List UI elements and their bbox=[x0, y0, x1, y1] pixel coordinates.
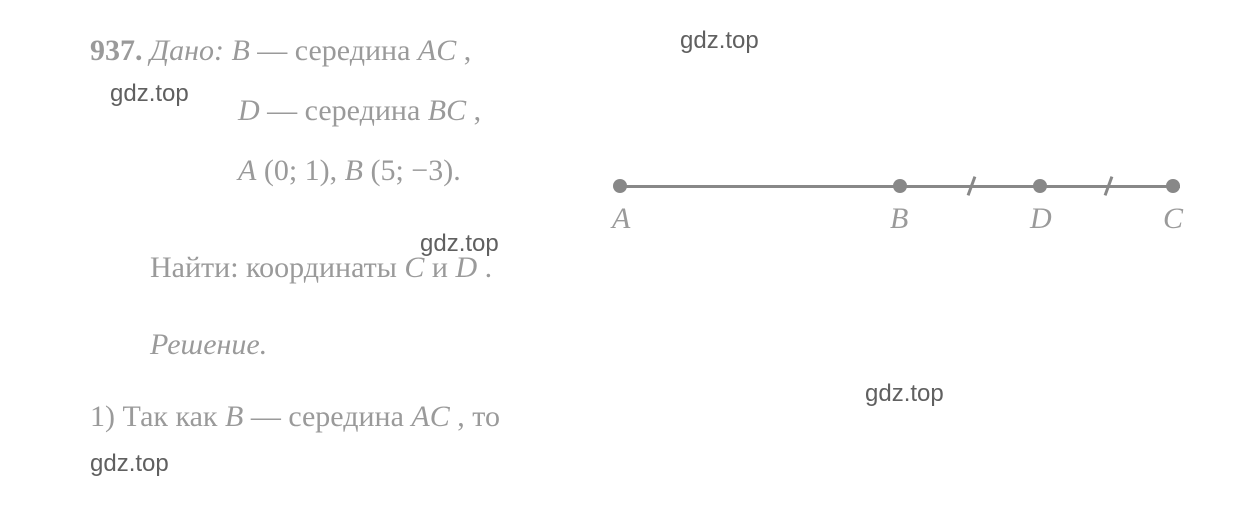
label-A: A bbox=[612, 202, 630, 236]
text: — середина bbox=[257, 34, 418, 67]
solution-label: Решение. bbox=[150, 324, 1180, 366]
text: — середина bbox=[251, 400, 412, 433]
var-B3: B bbox=[225, 400, 243, 433]
watermark: gdz.top bbox=[680, 27, 759, 55]
point-C bbox=[1166, 179, 1180, 193]
problem-number: 937. bbox=[90, 34, 143, 67]
step-num: 1) bbox=[90, 400, 123, 433]
label-D: D bbox=[1030, 202, 1052, 236]
var-D: D bbox=[238, 94, 260, 127]
step-1: 1) Так как B — середина AC , то bbox=[90, 396, 1180, 438]
point-B bbox=[893, 179, 907, 193]
var-AC2: AC bbox=[411, 400, 449, 433]
watermark: gdz.top bbox=[90, 450, 169, 478]
line-diagram: A B D C bbox=[620, 170, 1180, 240]
given-label: Дано: bbox=[150, 34, 224, 67]
var-BC: BC bbox=[428, 94, 466, 127]
watermark: gdz.top bbox=[420, 230, 499, 258]
find-line: Найти: координаты C и D . bbox=[150, 247, 1180, 289]
point-D bbox=[1033, 179, 1047, 193]
label-C: C bbox=[1163, 202, 1183, 236]
coords-A: (0; 1), bbox=[264, 154, 345, 187]
find-label: Найти: bbox=[150, 251, 239, 284]
text: — середина bbox=[267, 94, 428, 127]
point-A bbox=[613, 179, 627, 193]
watermark: gdz.top bbox=[110, 80, 189, 108]
var-B: B bbox=[231, 34, 249, 67]
label-B: B bbox=[890, 202, 908, 236]
given-line-1: 937. Дано: B — середина AC , bbox=[90, 30, 1180, 72]
text: Так как bbox=[123, 400, 225, 433]
find-text: координаты bbox=[246, 251, 404, 284]
given-line-2: D — середина BC , bbox=[238, 90, 1180, 132]
coords-B: (5; −3). bbox=[370, 154, 460, 187]
comma: , bbox=[464, 34, 472, 67]
text: , то bbox=[457, 400, 500, 433]
var-B2: B bbox=[345, 154, 363, 187]
var-A: A bbox=[238, 154, 256, 187]
watermark: gdz.top bbox=[865, 380, 944, 408]
var-AC: AC bbox=[418, 34, 456, 67]
comma: , bbox=[474, 94, 482, 127]
